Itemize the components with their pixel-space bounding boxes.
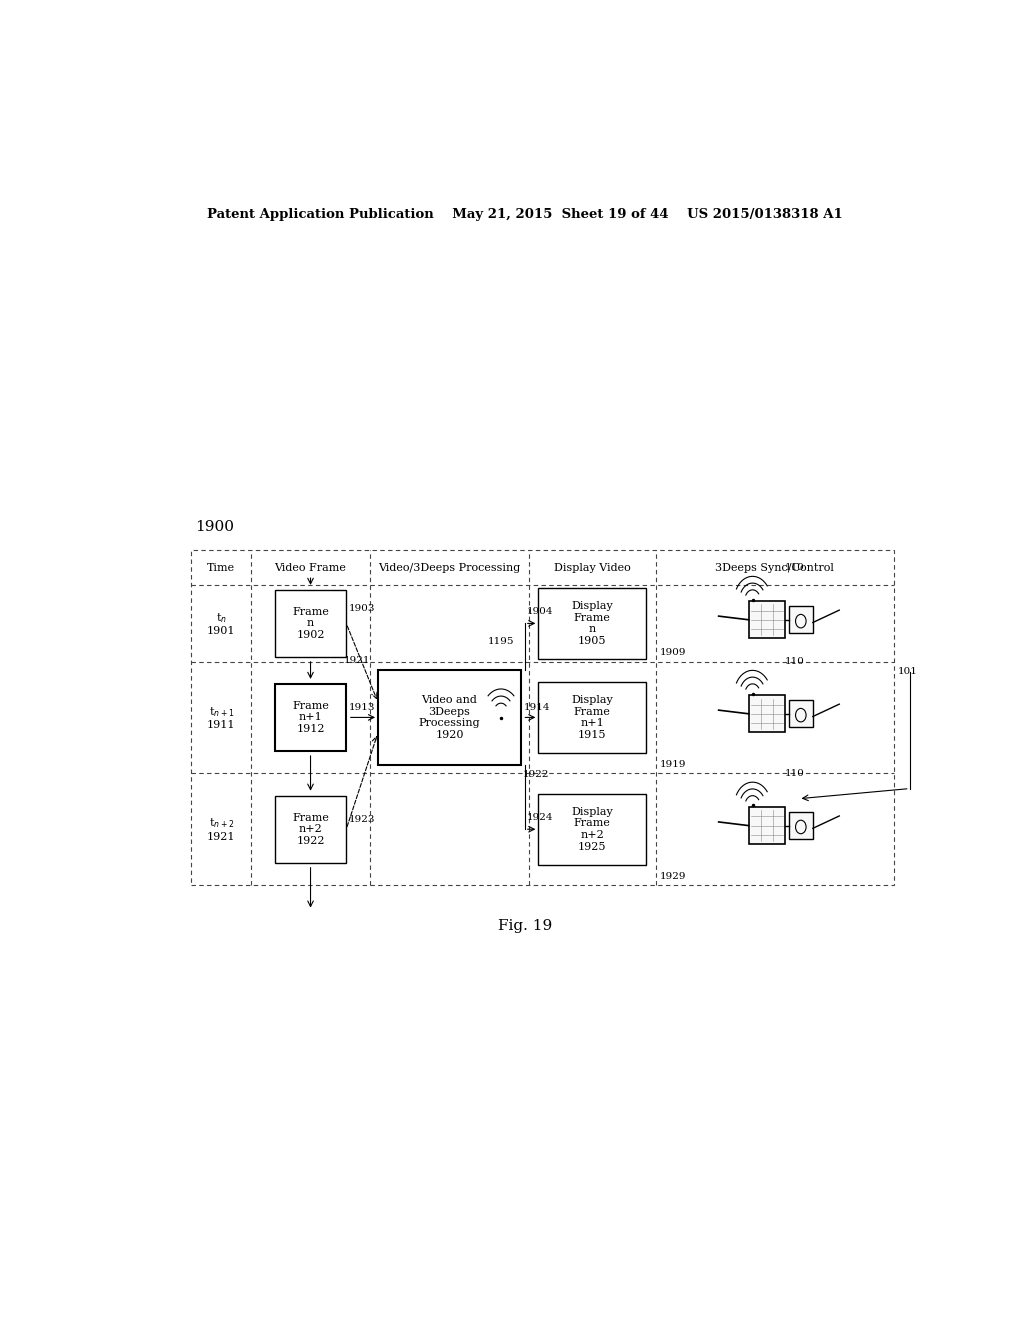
Bar — [539, 793, 646, 865]
Bar — [539, 682, 646, 752]
Bar — [788, 606, 813, 634]
Text: 1903: 1903 — [348, 603, 375, 612]
Text: 1924: 1924 — [526, 813, 553, 821]
Bar — [191, 549, 894, 886]
Bar — [274, 590, 346, 657]
Text: Display
Frame
n+2
1925: Display Frame n+2 1925 — [571, 807, 613, 851]
Bar — [749, 602, 785, 638]
Text: t$_{n+1}$
1911: t$_{n+1}$ 1911 — [207, 705, 236, 730]
Text: Display Video: Display Video — [554, 562, 631, 573]
Text: Fig. 19: Fig. 19 — [498, 919, 552, 933]
Text: 1913: 1913 — [348, 702, 375, 711]
Text: 1909: 1909 — [659, 648, 686, 657]
Text: 1929: 1929 — [659, 873, 686, 880]
Text: 3Deeps Sync/Control: 3Deeps Sync/Control — [716, 562, 835, 573]
Bar — [539, 587, 646, 659]
Bar — [378, 669, 521, 766]
Text: Display
Frame
n+1
1915: Display Frame n+1 1915 — [571, 696, 613, 739]
Text: 1900: 1900 — [196, 520, 234, 535]
Text: Patent Application Publication    May 21, 2015  Sheet 19 of 44    US 2015/013831: Patent Application Publication May 21, 2… — [207, 207, 843, 220]
Text: 1195: 1195 — [487, 636, 514, 645]
Text: 110: 110 — [784, 564, 805, 572]
Text: 101: 101 — [898, 667, 918, 676]
Text: Video Frame: Video Frame — [274, 562, 346, 573]
Text: 1904: 1904 — [526, 607, 553, 615]
Text: 110: 110 — [784, 657, 805, 667]
Text: 1914: 1914 — [524, 702, 551, 711]
Text: Video/3Deeps Processing: Video/3Deeps Processing — [378, 562, 520, 573]
Text: t$_{n+2}$
1921: t$_{n+2}$ 1921 — [207, 817, 236, 842]
Text: 1922: 1922 — [522, 771, 549, 779]
Text: Display
Frame
n
1905: Display Frame n 1905 — [571, 601, 613, 645]
Bar — [749, 696, 785, 733]
Bar — [749, 808, 785, 843]
Text: Frame
n+2
1922: Frame n+2 1922 — [292, 813, 329, 846]
Text: Time: Time — [207, 562, 236, 573]
Text: 1923: 1923 — [348, 814, 375, 824]
Bar — [274, 796, 346, 863]
Text: Video and
3Deeps
Processing
1920: Video and 3Deeps Processing 1920 — [419, 696, 480, 739]
Text: 1921: 1921 — [343, 656, 370, 664]
Text: t$_n$
1901: t$_n$ 1901 — [207, 611, 236, 636]
Bar — [788, 701, 813, 727]
Bar — [788, 812, 813, 840]
Text: 110: 110 — [784, 768, 805, 777]
Bar — [274, 684, 346, 751]
Text: Frame
n
1902: Frame n 1902 — [292, 607, 329, 640]
Text: 1919: 1919 — [659, 760, 686, 770]
Text: Frame
n+1
1912: Frame n+1 1912 — [292, 701, 329, 734]
